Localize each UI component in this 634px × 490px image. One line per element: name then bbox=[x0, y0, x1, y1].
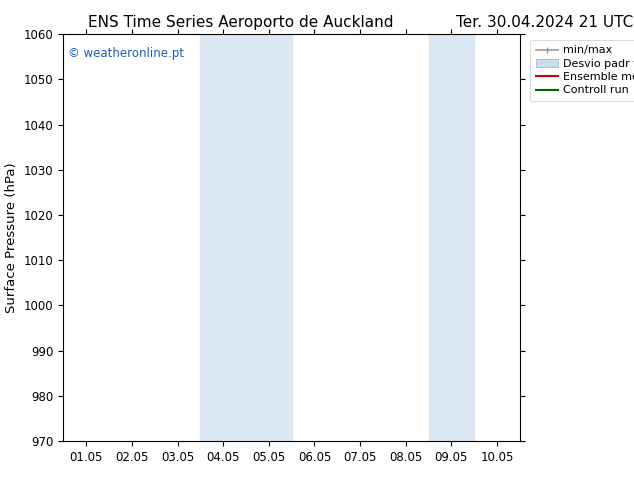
Bar bbox=[200, 34, 292, 441]
Bar bbox=[429, 34, 474, 441]
Text: Ter. 30.04.2024 21 UTC: Ter. 30.04.2024 21 UTC bbox=[456, 15, 634, 30]
Y-axis label: Surface Pressure (hPa): Surface Pressure (hPa) bbox=[5, 162, 18, 313]
Text: ENS Time Series Aeroporto de Auckland: ENS Time Series Aeroporto de Auckland bbox=[88, 15, 394, 30]
Legend: min/max, Desvio padr tilde;o, Ensemble mean run, Controll run: min/max, Desvio padr tilde;o, Ensemble m… bbox=[530, 40, 634, 101]
Text: © weatheronline.pt: © weatheronline.pt bbox=[68, 47, 184, 59]
